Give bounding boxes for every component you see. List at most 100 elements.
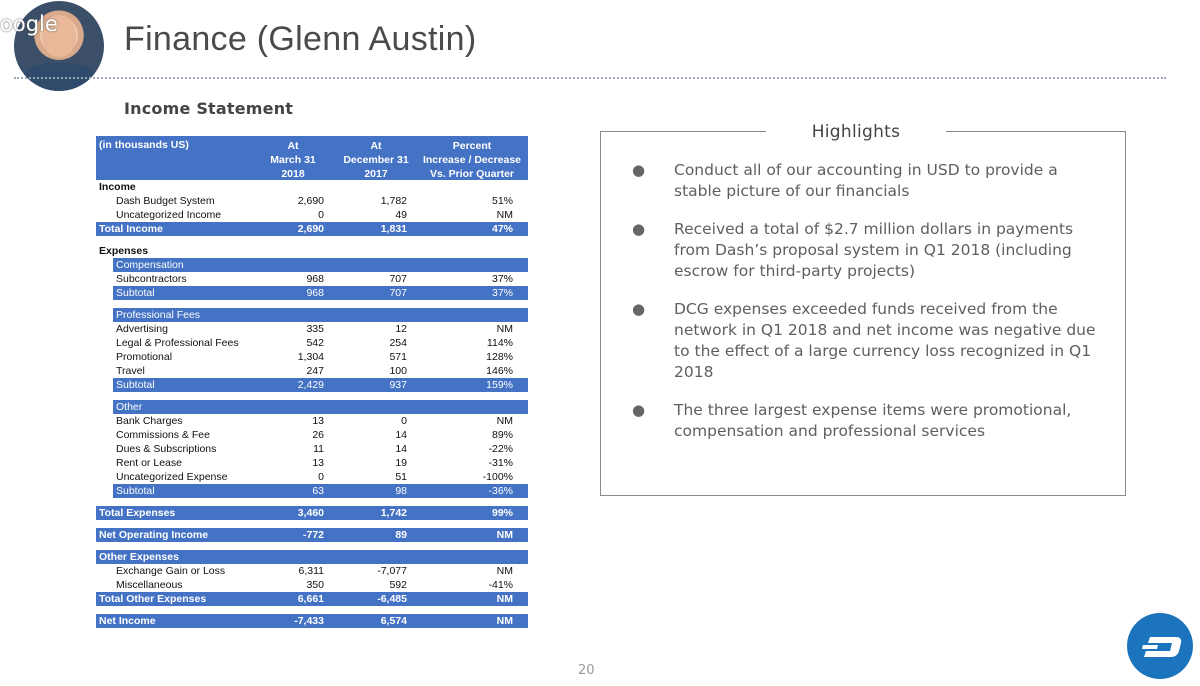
table-row: Total Expenses 3,460 1,742 99% — [96, 506, 528, 520]
table-row: Miscellaneous 350 592 -41% — [96, 578, 528, 592]
cell-march-2018: 26 — [312, 429, 324, 441]
bullet-icon: ● — [632, 220, 646, 238]
cell-march-2018: 335 — [306, 323, 324, 335]
header-col3-line: Increase / Decrease — [422, 154, 522, 166]
cell-percent-change: NM — [496, 323, 513, 335]
cell-percent-change: -100% — [482, 471, 513, 483]
cell-december-2017: 0 — [401, 415, 407, 427]
cell-percent-change: -41% — [488, 579, 513, 591]
table-row: Advertising 335 12 NM — [96, 322, 528, 336]
table-row: Commissions & Fee 26 14 89% — [96, 428, 528, 442]
header-col3-line: Percent — [452, 140, 492, 152]
row-label: Net Income — [99, 615, 156, 627]
avatar-face — [42, 15, 76, 57]
cell-percent-change: 37% — [491, 273, 513, 285]
cell-percent-change: NM — [496, 529, 513, 541]
bullet-icon: ● — [632, 161, 646, 179]
cell-december-2017: 14 — [395, 443, 407, 455]
row-label: Compensation — [116, 259, 184, 271]
cell-march-2018: 0 — [318, 471, 324, 483]
cell-december-2017: 707 — [389, 287, 407, 299]
header-col-march-2018: At March 31 2018 — [256, 139, 330, 181]
cell-percent-change: 99% — [491, 507, 513, 519]
table-header: (in thousands US) At March 31 2018 At De… — [96, 136, 528, 180]
table-row: Total Income 2,690 1,831 47% — [96, 222, 528, 236]
row-label: Other — [116, 401, 143, 413]
row-label: Travel — [116, 365, 145, 377]
table-row: Uncategorized Expense 0 51 -100% — [96, 470, 528, 484]
table-row: Subtotal 968 707 37% — [113, 286, 528, 300]
table-row: Subtotal 2,429 937 159% — [113, 378, 528, 392]
table-row: Legal & Professional Fees 542 254 114% — [96, 336, 528, 350]
list-item: ● Received a total of $2.7 million dollar… — [630, 219, 1100, 282]
row-label: Rent or Lease — [116, 457, 182, 469]
cell-percent-change: 51% — [491, 195, 513, 207]
cell-december-2017: 592 — [389, 579, 407, 591]
dash-mark-icon — [1142, 637, 1182, 657]
highlight-text: Conduct all of our accounting in USD to … — [674, 161, 1058, 200]
row-label: Uncategorized Income — [116, 209, 222, 221]
table-spacer — [96, 392, 528, 400]
cell-march-2018: 0 — [318, 209, 324, 221]
cell-march-2018: 2,429 — [297, 379, 324, 391]
header-col1-line: March 31 — [270, 154, 316, 166]
row-label: Legal & Professional Fees — [116, 337, 239, 349]
cell-percent-change: 159% — [486, 379, 513, 391]
cell-percent-change: NM — [496, 415, 513, 427]
cell-percent-change: 114% — [486, 337, 513, 349]
cell-december-2017: 12 — [395, 323, 407, 335]
table-row: Rent or Lease 13 19 -31% — [96, 456, 528, 470]
table-row: Total Other Expenses 6,661 -6,485 NM — [96, 592, 528, 606]
cell-december-2017: 89 — [395, 529, 407, 541]
table-row: Income — [96, 180, 528, 194]
cell-march-2018: 13 — [312, 415, 324, 427]
row-label: Total Income — [99, 223, 163, 235]
cell-march-2018: -7,433 — [294, 615, 324, 627]
cell-percent-change: 37% — [491, 287, 513, 299]
list-item: ● The three largest expense items were pr… — [630, 400, 1100, 442]
header-units: (in thousands US) — [99, 139, 189, 151]
cell-march-2018: -772 — [302, 529, 324, 541]
cell-december-2017: 100 — [389, 365, 407, 377]
video-overlay-text: oogle — [0, 12, 58, 36]
cell-march-2018: 2,690 — [297, 223, 324, 235]
table-row: Net Income -7,433 6,574 NM — [96, 614, 528, 628]
table-row: Professional Fees — [113, 308, 528, 322]
highlights-list: ● Conduct all of our accounting in USD to… — [630, 160, 1100, 459]
table-row: Compensation — [113, 258, 528, 272]
cell-december-2017: 6,574 — [380, 615, 407, 627]
cell-percent-change: -31% — [488, 457, 513, 469]
bullet-icon: ● — [632, 300, 646, 318]
header-col1-line: 2018 — [281, 168, 305, 180]
highlight-text: The three largest expense items were pro… — [674, 401, 1072, 440]
table-row: Bank Charges 13 0 NM — [96, 414, 528, 428]
row-label: Dash Budget System — [116, 195, 215, 207]
cell-december-2017: 98 — [395, 485, 407, 497]
cell-december-2017: 1,831 — [380, 223, 407, 235]
table-row: Promotional 1,304 571 128% — [96, 350, 528, 364]
highlights-title: Highlights — [766, 122, 946, 142]
cell-percent-change: -22% — [488, 443, 513, 455]
page-number: 20 — [578, 663, 595, 678]
cell-december-2017: -7,077 — [377, 565, 407, 577]
cell-march-2018: 542 — [306, 337, 324, 349]
row-label: Dues & Subscriptions — [116, 443, 217, 455]
cell-december-2017: 254 — [389, 337, 407, 349]
table-row: Uncategorized Income 0 49 NM — [96, 208, 528, 222]
table-row: Exchange Gain or Loss 6,311 -7,077 NM — [96, 564, 528, 578]
row-label: Total Expenses — [99, 507, 176, 519]
cell-december-2017: 49 — [395, 209, 407, 221]
row-label: Subcontractors — [116, 273, 187, 285]
cell-december-2017: 19 — [395, 457, 407, 469]
header-col-percent: Percent Increase / Decrease Vs. Prior Qu… — [416, 139, 528, 181]
table-row: Other Expenses — [96, 550, 528, 564]
row-label: Advertising — [116, 323, 168, 335]
table-row: Travel 247 100 146% — [96, 364, 528, 378]
list-item: ● Conduct all of our accounting in USD to… — [630, 160, 1100, 202]
cell-march-2018: 968 — [306, 273, 324, 285]
row-label: Miscellaneous — [116, 579, 183, 591]
table-row: Dash Budget System 2,690 1,782 51% — [96, 194, 528, 208]
cell-march-2018: 2,690 — [297, 195, 324, 207]
header-col2-line: At — [370, 140, 382, 152]
row-label: Expenses — [99, 245, 149, 257]
